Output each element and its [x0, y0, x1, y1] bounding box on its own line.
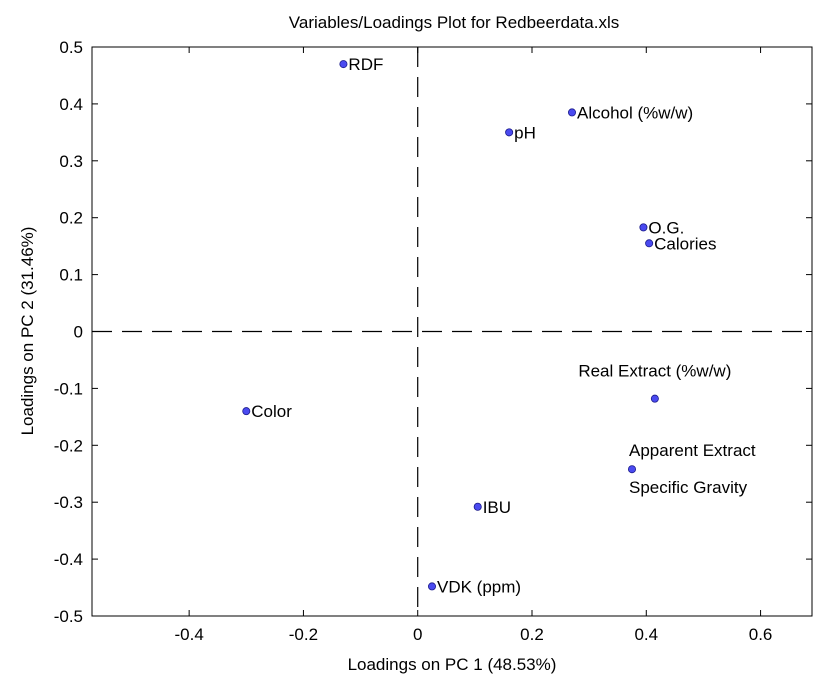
y-tick-label: -0.4	[54, 550, 83, 569]
point-label: Specific Gravity	[629, 478, 748, 497]
data-point	[242, 407, 251, 416]
data-point	[339, 60, 348, 69]
data-point	[505, 128, 514, 137]
point-label: Calories	[654, 234, 716, 253]
point-label: VDK (ppm)	[437, 577, 521, 596]
y-tick-label: 0.4	[59, 95, 83, 114]
data-point	[650, 394, 659, 403]
x-tick-label: -0.4	[174, 625, 203, 644]
data-point	[639, 223, 648, 232]
data-point	[473, 502, 482, 511]
data-point	[427, 582, 436, 591]
y-tick-label: 0.3	[59, 152, 83, 171]
y-tick-label: -0.1	[54, 379, 83, 398]
point-label: pH	[514, 123, 536, 142]
x-tick-label: 0	[413, 625, 422, 644]
point-label: Color	[251, 402, 292, 421]
point-label: RDF	[348, 55, 383, 74]
point-label: IBU	[483, 498, 511, 517]
x-tick-label: -0.2	[289, 625, 318, 644]
point-label: Apparent Extract	[629, 441, 756, 460]
y-tick-label: 0.5	[59, 38, 83, 57]
x-tick-label: 0.4	[634, 625, 658, 644]
data-point	[568, 108, 577, 117]
point-label: Real Extract (%w/w)	[578, 362, 731, 381]
data-point	[628, 465, 637, 474]
data-point	[645, 239, 654, 248]
y-tick-label: -0.2	[54, 436, 83, 455]
y-tick-label: -0.5	[54, 607, 83, 626]
y-tick-label: 0	[74, 323, 83, 342]
y-axis-label: Loadings on PC 2 (31.46%)	[18, 227, 37, 436]
x-tick-label: 0.2	[520, 625, 544, 644]
point-label: O.G.	[648, 218, 684, 237]
y-tick-label: 0.1	[59, 266, 83, 285]
x-axis-label: Loadings on PC 1 (48.53%)	[348, 655, 557, 674]
x-axis-ticks: -0.4 -0.2 0 0.2 0.4 0.6	[174, 47, 772, 644]
point-label: Alcohol (%w/w)	[577, 103, 693, 122]
chart-title: Variables/Loadings Plot for Redbeerdata.…	[289, 13, 619, 32]
y-tick-label: 0.2	[59, 209, 83, 228]
x-tick-label: 0.6	[749, 625, 773, 644]
data-points: RDF Alcohol (%w/w) pH O.G.Calories Color Real…	[242, 55, 756, 596]
y-tick-label: -0.3	[54, 493, 83, 512]
y-axis-ticks: -0.5 -0.4 -0.3 -0.2 -0.1 0 0.1 0.2 0.3 0.4 0.5	[54, 38, 812, 626]
